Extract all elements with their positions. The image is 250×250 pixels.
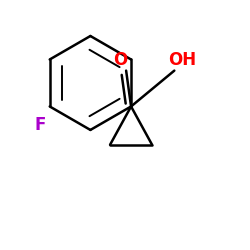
Text: OH: OH — [168, 51, 196, 69]
Text: F: F — [34, 116, 46, 134]
Text: O: O — [113, 51, 127, 69]
